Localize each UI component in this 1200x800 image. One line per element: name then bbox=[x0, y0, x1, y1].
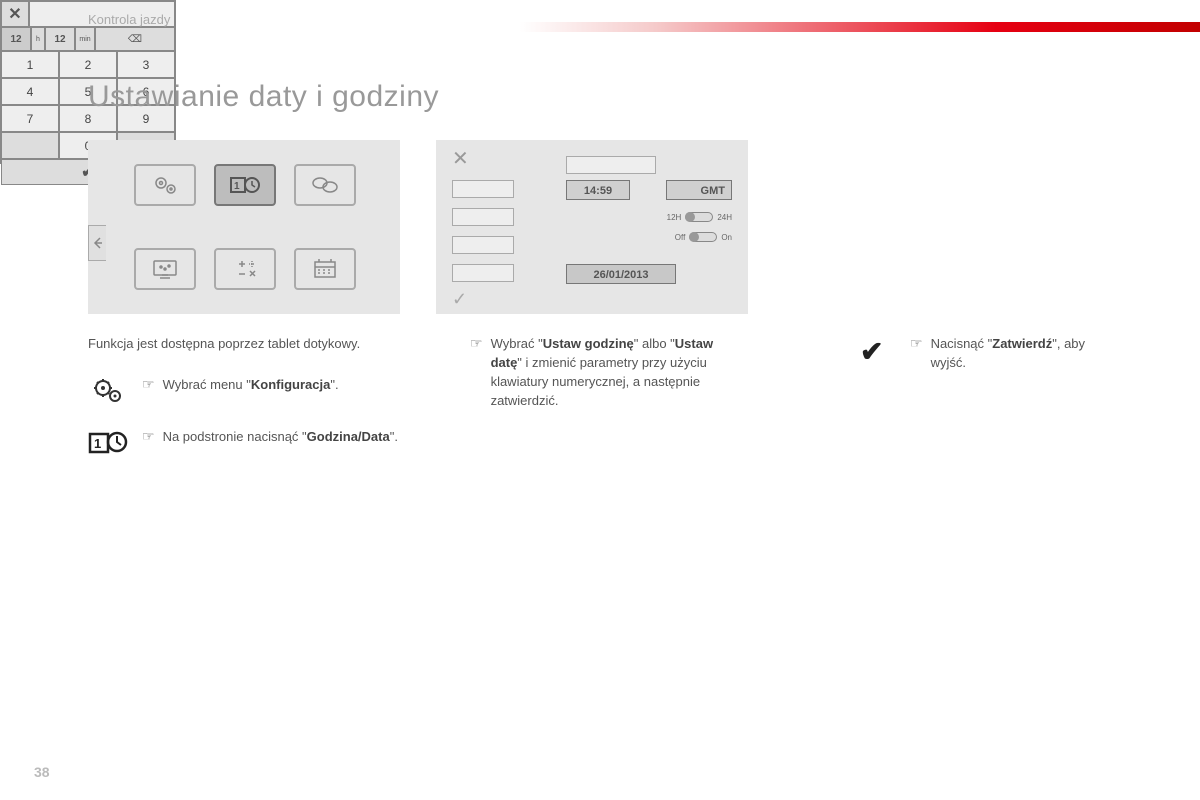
field-placeholder-4 bbox=[452, 264, 514, 282]
check-icon: ✔ bbox=[860, 335, 883, 368]
keypad-min-label: min bbox=[75, 27, 95, 51]
field-placeholder-1 bbox=[452, 180, 514, 198]
tile-display[interactable] bbox=[134, 248, 196, 290]
svg-text:1: 1 bbox=[234, 181, 240, 192]
key-7[interactable]: 7 bbox=[1, 105, 59, 132]
toggle-track-icon bbox=[685, 212, 713, 222]
calendar-clock-icon: 1 bbox=[228, 173, 262, 197]
toggle-on-label: On bbox=[721, 233, 732, 242]
hand-icon: ☞ bbox=[470, 335, 483, 410]
date-field[interactable]: 26/01/2013 bbox=[566, 264, 676, 284]
col1-step2: Na podstronie nacisnąć "Godzina/Data". bbox=[163, 428, 398, 448]
back-icon bbox=[93, 236, 103, 250]
key-blank-l bbox=[1, 132, 59, 159]
back-tab[interactable] bbox=[88, 225, 106, 261]
keypad-hour-label: h bbox=[31, 27, 45, 51]
toggle-track-icon bbox=[689, 232, 717, 242]
col1-intro: Funkcja jest dostępna poprzez tablet dot… bbox=[88, 335, 400, 354]
column-2: ☞ Wybrać "Ustaw godzinę" albo "Ustaw dat… bbox=[470, 335, 748, 410]
field-placeholder-3 bbox=[452, 236, 514, 254]
tile-units[interactable] bbox=[214, 248, 276, 290]
calendar-icon bbox=[312, 258, 338, 280]
calendar-clock-icon: 1 bbox=[88, 428, 128, 456]
toggle-12-24[interactable]: 12H 24H bbox=[667, 212, 732, 222]
hand-icon: ☞ bbox=[910, 335, 923, 373]
hand-icon: ☞ bbox=[142, 376, 155, 396]
monitor-icon bbox=[150, 258, 180, 280]
screenshot-menu-panel: 1 bbox=[88, 140, 400, 314]
field-placeholder-top bbox=[566, 156, 656, 174]
close-icon[interactable]: ✕ bbox=[452, 146, 469, 171]
tile-time-date[interactable]: 1 bbox=[214, 164, 276, 206]
tile-config[interactable] bbox=[134, 164, 196, 206]
gmt-button[interactable]: GMT bbox=[666, 180, 732, 200]
toggle-12h-label: 12H bbox=[667, 213, 682, 222]
svg-text:1: 1 bbox=[94, 436, 101, 451]
key-1[interactable]: 1 bbox=[1, 51, 59, 78]
col1-step1: Wybrać menu "Konfiguracja". bbox=[163, 376, 339, 396]
keypad-min-value[interactable]: 12 bbox=[45, 27, 75, 51]
tile-languages[interactable] bbox=[294, 164, 356, 206]
key-4[interactable]: 4 bbox=[1, 78, 59, 105]
col2-text: Wybrać "Ustaw godzinę" albo "Ustaw datę"… bbox=[491, 335, 748, 410]
col3-text: Nacisnąć "Zatwierdź", aby wyjść. bbox=[931, 335, 1110, 373]
tile-calendar[interactable] bbox=[294, 248, 356, 290]
confirm-icon[interactable]: ✓ bbox=[452, 289, 467, 310]
time-field[interactable]: 14:59 bbox=[566, 180, 630, 200]
keypad-close-button[interactable]: ✕ bbox=[1, 1, 29, 27]
hand-icon: ☞ bbox=[142, 428, 155, 448]
page-number: 38 bbox=[34, 764, 50, 780]
screenshot-time-settings: ✕ 14:59 GMT 12H 24H Off On 26/01/2013 ✓ bbox=[436, 140, 748, 314]
speech-bubbles-icon bbox=[310, 174, 340, 196]
page-title: Ustawianie daty i godziny bbox=[88, 80, 439, 114]
toggle-off-on[interactable]: Off On bbox=[675, 232, 732, 242]
gears-icon bbox=[88, 376, 128, 406]
section-label: Kontrola jazdy bbox=[88, 12, 170, 27]
key-3[interactable]: 3 bbox=[117, 51, 175, 78]
key-2[interactable]: 2 bbox=[59, 51, 117, 78]
keypad-backspace[interactable]: ⌫ bbox=[95, 27, 175, 51]
toggle-off-label: Off bbox=[675, 233, 686, 242]
field-placeholder-2 bbox=[452, 208, 514, 226]
keypad-hour-value[interactable]: 12 bbox=[1, 27, 31, 51]
header-accent-bar bbox=[520, 22, 1200, 32]
toggle-24h-label: 24H bbox=[717, 213, 732, 222]
column-1: Funkcja jest dostępna poprzez tablet dot… bbox=[88, 335, 400, 456]
math-icon bbox=[231, 258, 259, 280]
column-3: ☞ Nacisnąć "Zatwierdź", aby wyjść. bbox=[910, 335, 1110, 373]
gears-icon bbox=[151, 173, 179, 197]
